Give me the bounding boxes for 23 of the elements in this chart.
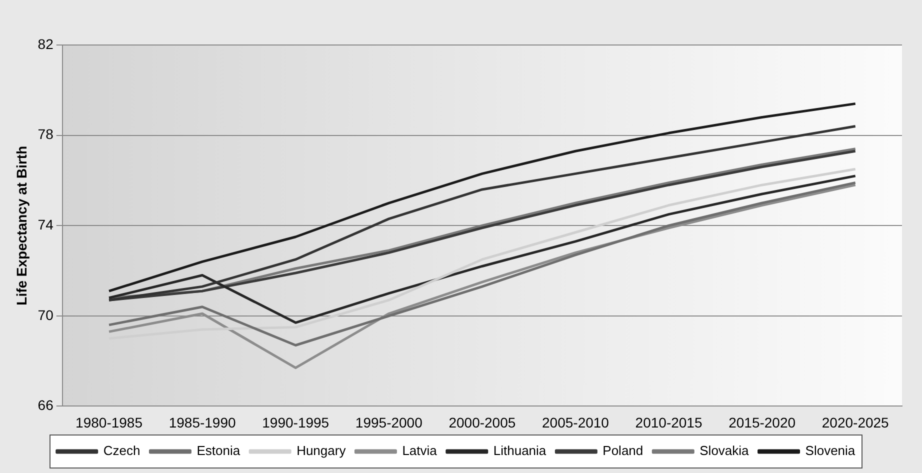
- legend-label: Slovakia: [700, 443, 750, 458]
- y-tick-label: 78: [38, 126, 54, 142]
- y-axis-title: Life Expectancy at Birth: [13, 146, 30, 306]
- x-tick-label: 1990-1995: [262, 414, 330, 430]
- y-tick-label: 82: [38, 36, 54, 52]
- legend-label: Estonia: [196, 443, 241, 458]
- y-tick-label: 66: [38, 397, 54, 414]
- legend-label: Hungary: [296, 443, 346, 458]
- legend-label: Czech: [103, 443, 140, 458]
- legend-label: Lithuania: [493, 443, 547, 458]
- x-tick-label: 1995-2000: [355, 414, 423, 430]
- x-tick-label: 1985-1990: [168, 414, 236, 430]
- legend-label: Latvia: [402, 443, 438, 458]
- y-tick-label: 74: [38, 216, 54, 232]
- x-tick-label: 2015-2020: [728, 414, 796, 430]
- x-tick-label: 2020-2025: [822, 414, 890, 430]
- legend-label: Slovenia: [805, 443, 856, 458]
- legend-label: Poland: [602, 443, 644, 458]
- x-tick-label: 2010-2015: [635, 414, 702, 430]
- x-tick-label: 2000-2005: [448, 414, 516, 430]
- y-tick-label: 70: [38, 306, 54, 323]
- x-tick-label: 1980-1985: [76, 414, 143, 430]
- x-tick-label: 2005-2010: [542, 414, 610, 430]
